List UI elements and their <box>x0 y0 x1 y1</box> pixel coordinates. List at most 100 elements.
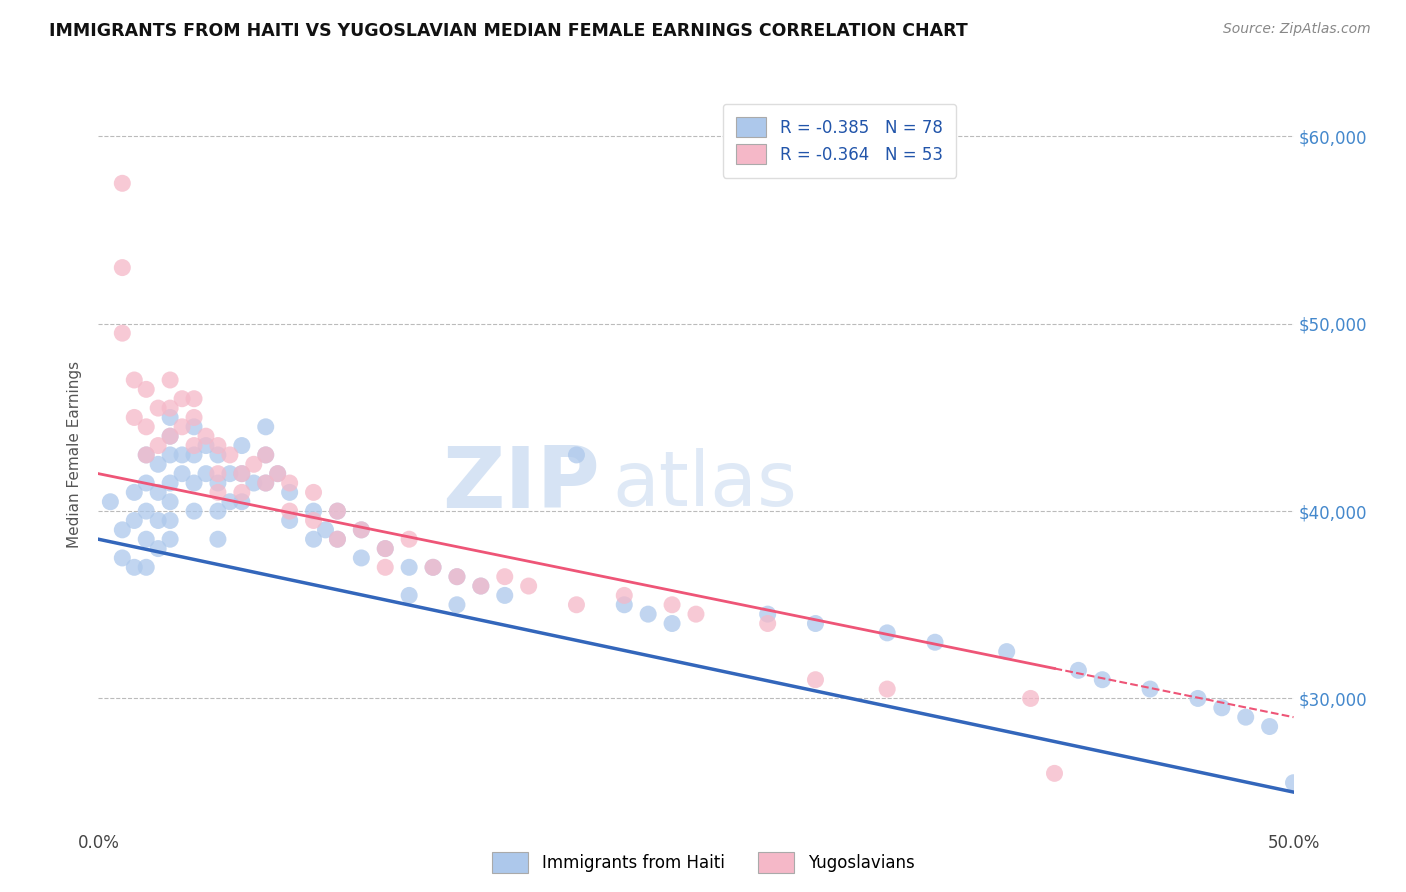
Point <box>278 504 301 518</box>
Point <box>1067 664 1090 678</box>
Point <box>350 551 373 566</box>
Point <box>254 476 277 491</box>
Point <box>661 616 683 631</box>
Point <box>422 560 444 574</box>
Point <box>398 532 420 546</box>
Point <box>231 485 253 500</box>
Point <box>159 429 181 443</box>
Point <box>159 448 181 462</box>
Point <box>124 560 146 574</box>
Point <box>148 458 170 472</box>
Point <box>326 532 349 546</box>
Point <box>207 504 229 518</box>
Point <box>517 579 540 593</box>
Point <box>111 551 134 566</box>
Point <box>148 401 170 416</box>
Point <box>804 673 827 687</box>
Text: IMMIGRANTS FROM HAITI VS YUGOSLAVIAN MEDIAN FEMALE EARNINGS CORRELATION CHART: IMMIGRANTS FROM HAITI VS YUGOSLAVIAN MED… <box>49 22 967 40</box>
Point <box>1139 682 1161 697</box>
Point <box>195 467 218 481</box>
Point <box>267 467 290 481</box>
Point <box>326 504 349 518</box>
Point <box>446 598 468 612</box>
Point <box>278 514 301 528</box>
Point <box>446 570 468 584</box>
Point <box>254 448 277 462</box>
Point <box>1282 776 1305 790</box>
Text: ZIP: ZIP <box>443 443 600 526</box>
Point <box>219 448 242 462</box>
Point <box>207 467 229 481</box>
Point <box>1211 701 1233 715</box>
Point <box>613 598 636 612</box>
Point <box>124 410 146 425</box>
Point <box>207 476 229 491</box>
Point <box>302 514 325 528</box>
Point <box>135 476 157 491</box>
Point <box>231 467 253 481</box>
Point <box>374 541 396 556</box>
Point <box>148 541 170 556</box>
Point <box>1019 691 1042 706</box>
Point <box>135 383 157 397</box>
Point <box>876 626 898 640</box>
Point <box>183 476 205 491</box>
Point <box>995 645 1018 659</box>
Point <box>159 514 181 528</box>
Point <box>565 448 588 462</box>
Point <box>565 598 588 612</box>
Point <box>470 579 492 593</box>
Point <box>148 439 170 453</box>
Point <box>172 467 194 481</box>
Point <box>159 373 181 387</box>
Point <box>876 682 898 697</box>
Point <box>159 476 181 491</box>
Point <box>183 448 205 462</box>
Point <box>326 504 349 518</box>
Point <box>243 476 266 491</box>
Point <box>219 467 242 481</box>
Point <box>135 532 157 546</box>
Point <box>1091 673 1114 687</box>
Point <box>148 485 170 500</box>
Point <box>326 532 349 546</box>
Point <box>135 448 157 462</box>
Point <box>98 495 122 509</box>
Point <box>207 532 229 546</box>
Point <box>661 598 683 612</box>
Legend: Immigrants from Haiti, Yugoslavians: Immigrants from Haiti, Yugoslavians <box>485 846 921 880</box>
Point <box>159 401 181 416</box>
Point <box>172 420 194 434</box>
Point <box>374 560 396 574</box>
Point <box>135 420 157 434</box>
Point <box>924 635 946 649</box>
Text: atlas: atlas <box>613 448 797 522</box>
Point <box>756 616 779 631</box>
Point <box>195 429 218 443</box>
Point <box>124 485 146 500</box>
Point <box>172 448 194 462</box>
Point <box>1043 766 1066 780</box>
Point <box>124 514 146 528</box>
Point <box>315 523 337 537</box>
Point <box>111 326 134 341</box>
Point <box>148 514 170 528</box>
Point <box>135 504 157 518</box>
Point <box>254 420 277 434</box>
Point <box>231 439 253 453</box>
Point <box>254 448 277 462</box>
Point <box>183 420 205 434</box>
Point <box>637 607 659 622</box>
Point <box>183 504 205 518</box>
Point <box>159 532 181 546</box>
Point <box>613 589 636 603</box>
Point <box>350 523 373 537</box>
Point <box>804 616 827 631</box>
Point <box>207 485 229 500</box>
Point <box>267 467 290 481</box>
Point <box>422 560 444 574</box>
Point <box>494 589 516 603</box>
Point <box>219 495 242 509</box>
Point <box>159 410 181 425</box>
Point <box>1258 720 1281 734</box>
